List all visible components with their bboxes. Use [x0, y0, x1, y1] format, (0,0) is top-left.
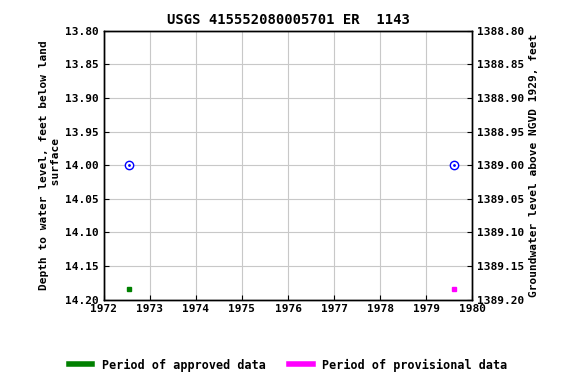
- Y-axis label: Depth to water level, feet below land
 surface: Depth to water level, feet below land su…: [39, 40, 61, 290]
- Title: USGS 415552080005701 ER  1143: USGS 415552080005701 ER 1143: [166, 13, 410, 27]
- Legend: Period of approved data, Period of provisional data: Period of approved data, Period of provi…: [64, 354, 512, 376]
- Y-axis label: Groundwater level above NGVD 1929, feet: Groundwater level above NGVD 1929, feet: [529, 33, 539, 297]
